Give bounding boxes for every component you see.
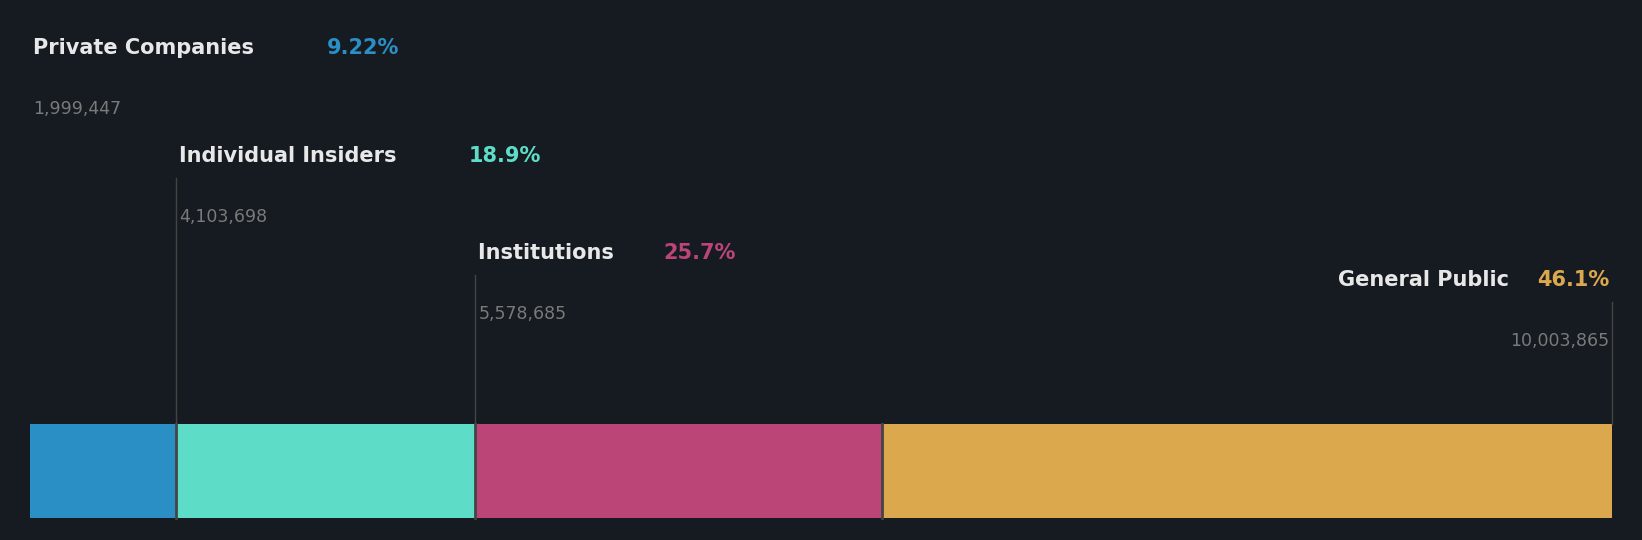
Bar [882, 424, 1612, 518]
Text: 18.9%: 18.9% [470, 146, 542, 166]
Text: 5,578,685: 5,578,685 [478, 305, 566, 323]
Text: 46.1%: 46.1% [1537, 270, 1609, 290]
Text: 10,003,865: 10,003,865 [1511, 332, 1609, 350]
Text: General Public: General Public [1338, 270, 1516, 290]
Text: 1,999,447: 1,999,447 [33, 100, 122, 118]
Text: 25.7%: 25.7% [663, 243, 736, 263]
Text: 4,103,698: 4,103,698 [179, 208, 268, 226]
Text: Private Companies: Private Companies [33, 38, 261, 58]
Bar [176, 424, 475, 518]
Text: Individual Insiders: Individual Insiders [179, 146, 404, 166]
Bar [475, 424, 882, 518]
Text: 9.22%: 9.22% [327, 38, 399, 58]
Text: Institutions: Institutions [478, 243, 621, 263]
Bar [30, 424, 176, 518]
